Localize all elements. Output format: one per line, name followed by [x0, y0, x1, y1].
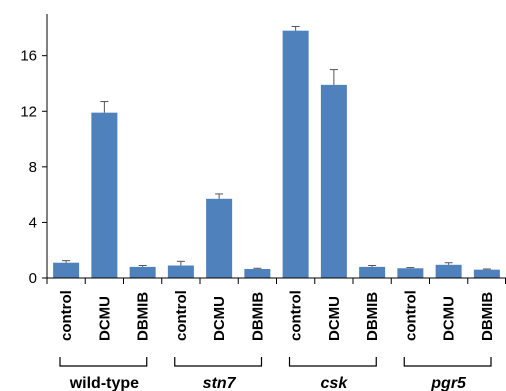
x-tick-label: control: [58, 290, 75, 341]
x-tick-label: control: [173, 290, 190, 341]
x-tick-label: DCMU: [326, 296, 343, 341]
x-tick-label: DCMU: [96, 296, 113, 341]
bar: [435, 264, 462, 278]
bar: [244, 268, 271, 278]
x-tick-label: DBMIB: [479, 292, 496, 341]
bars: [53, 26, 500, 278]
x-tick-label: DBMIB: [364, 292, 381, 341]
x-tick-label: DCMU: [441, 296, 458, 341]
bar: [473, 269, 500, 278]
group-brackets: wild-type stn7 csk pgr5: [59, 357, 492, 391]
group-bracket: [403, 357, 492, 367]
y-tick-label: 8: [29, 159, 37, 176]
group-label: stn7: [203, 375, 237, 391]
bar: [206, 198, 233, 278]
y-tick-label: 16: [20, 48, 37, 65]
group-label: pgr5: [430, 375, 467, 391]
bar: [91, 112, 118, 278]
x-tick-label: DBMIB: [135, 292, 152, 341]
y-tick-label: 12: [20, 103, 37, 120]
y-axis: 0 4 8 12 16: [20, 14, 48, 287]
bar: [320, 84, 347, 278]
bar: [359, 266, 386, 278]
bar: [282, 30, 309, 278]
group-label: wild-type: [69, 375, 139, 391]
y-tick-label: 4: [29, 214, 37, 231]
x-tick-label: control: [402, 290, 419, 341]
bar: [129, 266, 156, 278]
x-tick-label: control: [288, 290, 305, 341]
x-axis: control DCMU DBMIB control DCMU DBMIB control D…: [46, 277, 506, 341]
y-tick-label: 0: [29, 270, 37, 287]
group-bracket: [174, 357, 263, 367]
group-bracket: [288, 357, 377, 367]
bar: [53, 262, 80, 278]
x-tick-label: DCMU: [211, 296, 228, 341]
group-label: csk: [321, 375, 349, 391]
x-tick-label: DBMIB: [249, 292, 266, 341]
bar: [167, 265, 194, 278]
bar: [397, 268, 424, 278]
group-bracket: [59, 357, 148, 367]
